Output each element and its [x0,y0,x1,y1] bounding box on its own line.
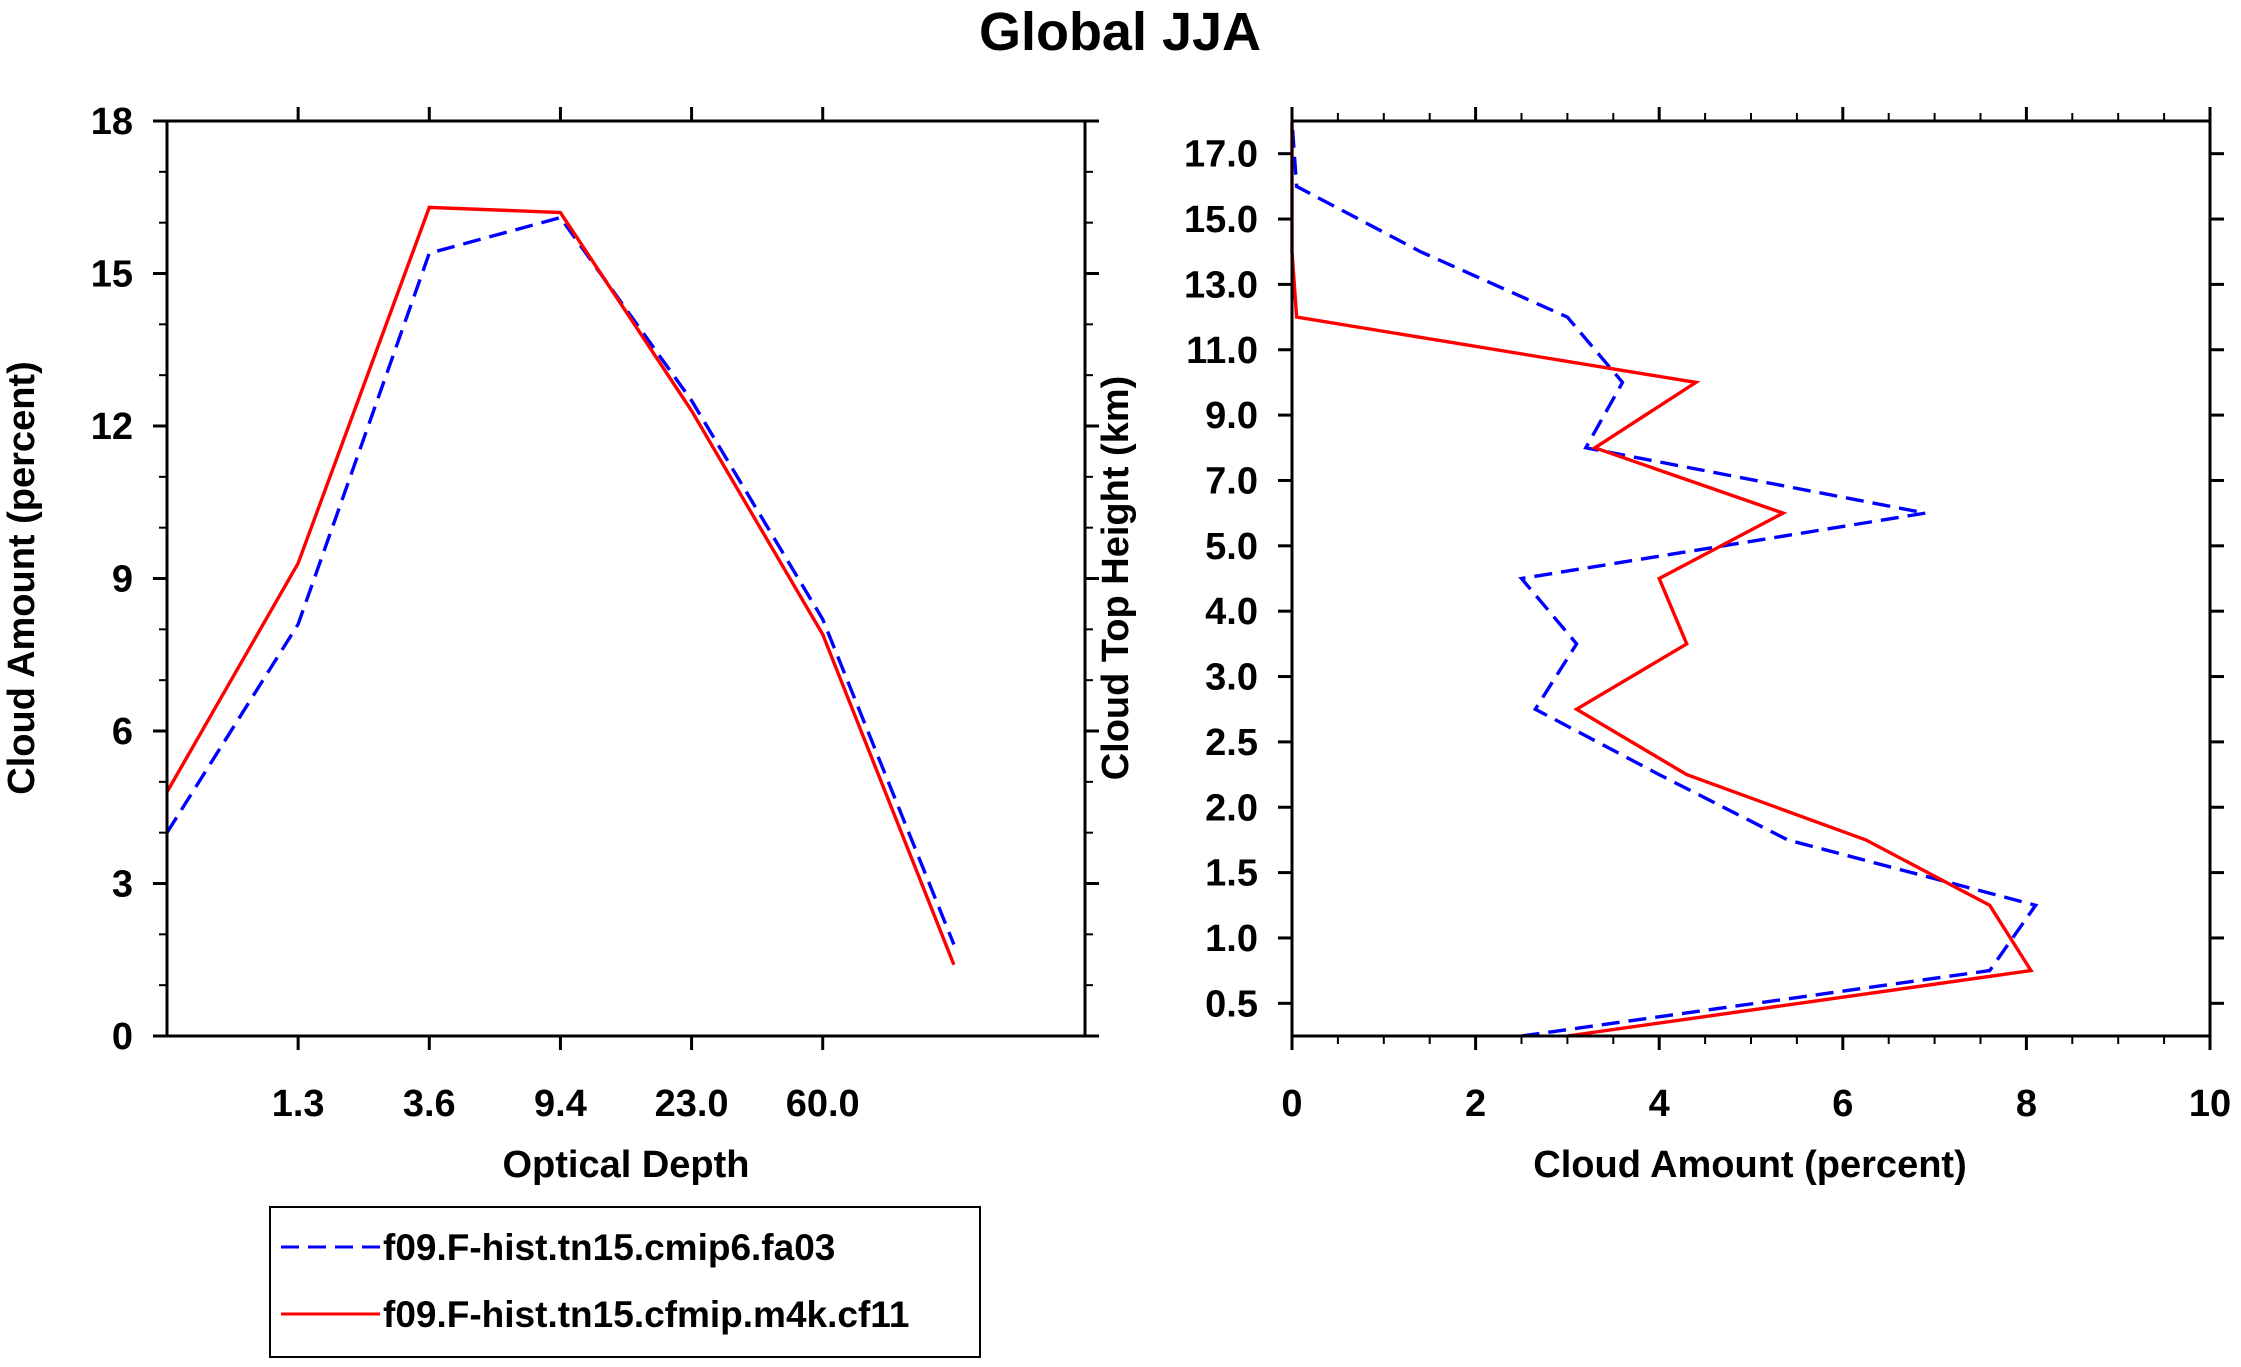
right-x-tick-label: 4 [1649,1083,1670,1125]
left-x-tick-label: 23.0 [655,1083,729,1125]
right-series-group [1290,120,2039,1038]
left-y-tick-label: 9 [112,559,133,601]
left-ticks [153,107,1099,1050]
right-y-tick-label: 1.0 [1205,918,1258,960]
left-chart: 0 3 6 9 12 15 18 1.3 3.6 9.4 23.0 60.0 Optical Dept… [1,101,1099,1186]
right-y-axis-label: Cloud Top Height (km) [1095,376,1137,781]
right-y-tick-label: 1.5 [1205,853,1258,895]
right-x-axis-label: Cloud Amount (percent) [1533,1144,1966,1186]
right-plot-frame [1290,119,2212,1038]
left-y-tick-label: 0 [112,1016,133,1058]
right-y-tick-label: 5.0 [1205,526,1258,568]
figure-title: Global JJA [979,2,1261,62]
right-x-tick-label: 6 [1832,1083,1853,1125]
right-y-tick-label: 0.5 [1205,983,1258,1025]
left-x-axis-label: Optical Depth [502,1144,749,1186]
right-y-tick-label: 13.0 [1184,264,1258,306]
left-series-line-2 [165,205,956,966]
left-y-tick-label: 15 [91,254,133,296]
left-y-axis-label: Cloud Amount (percent) [1,361,43,794]
left-x-tick-label: 9.4 [534,1083,587,1125]
right-series-line-2 [1290,121,2034,1038]
left-x-tick-label: 1.3 [272,1083,325,1125]
right-y-tick-label: 2.5 [1205,722,1258,764]
right-chart: 0.5 1.0 1.5 2.0 2.5 3.0 4.0 5.0 7.0 9.0 11.0 13.0 15… [1095,107,2231,1186]
right-tick-labels: 0.5 1.0 1.5 2.0 2.5 3.0 4.0 5.0 7.0 9.0 11.0 13.0 15… [1184,134,2231,1125]
right-y-tick-label: 3.0 [1205,657,1258,699]
legend-label-series-2: f09.F-hist.tn15.cfmip.m4k.cf11 [383,1294,909,1335]
right-x-tick-label: 8 [2016,1083,2037,1125]
legend: f09.F-hist.tn15.cmip6.fa03 f09.F-hist.tn… [269,1206,981,1358]
left-y-tick-label: 18 [91,101,133,143]
right-y-tick-label: 17.0 [1184,134,1258,176]
legend-box [269,1206,981,1358]
right-x-tick-label: 0 [1281,1083,1302,1125]
right-y-tick-label: 15.0 [1184,199,1258,241]
right-series-line-1 [1290,120,2039,1038]
right-ticks [1278,107,2224,1050]
right-y-tick-label: 2.0 [1205,787,1258,829]
left-y-tick-label: 6 [112,711,133,753]
left-x-tick-label: 60.0 [786,1083,860,1125]
legend-label-series-1: f09.F-hist.tn15.cmip6.fa03 [383,1227,835,1268]
right-y-tick-label: 11.0 [1186,330,1258,372]
right-x-tick-label: 10 [2189,1083,2231,1125]
right-y-tick-label: 9.0 [1205,395,1258,437]
left-y-tick-label: 3 [112,864,133,906]
left-plot-frame [165,119,1087,1038]
left-x-tick-label: 3.6 [403,1083,456,1125]
left-tick-labels: 0 3 6 9 12 15 18 1.3 3.6 9.4 23.0 60.0 [91,101,860,1125]
left-y-tick-label: 12 [91,406,133,448]
right-y-tick-label: 4.0 [1205,591,1258,633]
right-y-tick-label: 7.0 [1205,460,1258,502]
right-x-tick-label: 2 [1465,1083,1486,1125]
left-series-group [165,205,956,966]
left-series-line-1 [165,215,956,946]
